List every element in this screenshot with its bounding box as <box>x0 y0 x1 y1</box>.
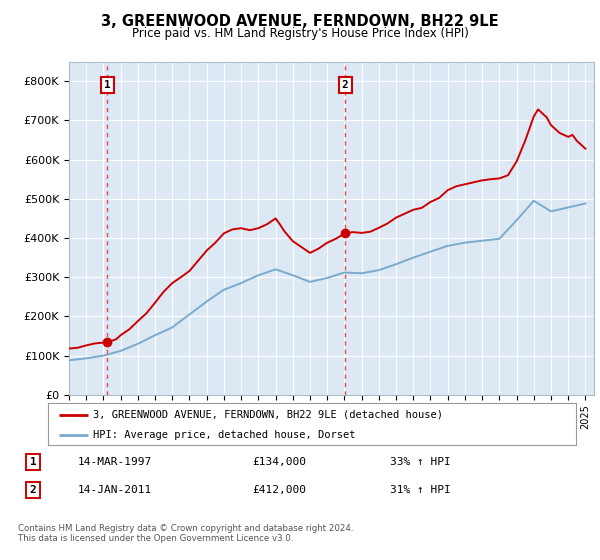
Text: 33% ↑ HPI: 33% ↑ HPI <box>390 457 451 467</box>
Text: Contains HM Land Registry data © Crown copyright and database right 2024.
This d: Contains HM Land Registry data © Crown c… <box>18 524 353 543</box>
Text: 3, GREENWOOD AVENUE, FERNDOWN, BH22 9LE: 3, GREENWOOD AVENUE, FERNDOWN, BH22 9LE <box>101 14 499 29</box>
Text: Price paid vs. HM Land Registry's House Price Index (HPI): Price paid vs. HM Land Registry's House … <box>131 27 469 40</box>
Text: 31% ↑ HPI: 31% ↑ HPI <box>390 485 451 495</box>
Text: 14-MAR-1997: 14-MAR-1997 <box>78 457 152 467</box>
Text: 2: 2 <box>29 485 37 495</box>
Text: 14-JAN-2011: 14-JAN-2011 <box>78 485 152 495</box>
Text: HPI: Average price, detached house, Dorset: HPI: Average price, detached house, Dors… <box>93 430 355 440</box>
Text: 2: 2 <box>342 80 349 90</box>
Text: £412,000: £412,000 <box>252 485 306 495</box>
Text: £134,000: £134,000 <box>252 457 306 467</box>
Text: 1: 1 <box>104 80 110 90</box>
Text: 3, GREENWOOD AVENUE, FERNDOWN, BH22 9LE (detached house): 3, GREENWOOD AVENUE, FERNDOWN, BH22 9LE … <box>93 409 443 419</box>
Text: 1: 1 <box>29 457 37 467</box>
